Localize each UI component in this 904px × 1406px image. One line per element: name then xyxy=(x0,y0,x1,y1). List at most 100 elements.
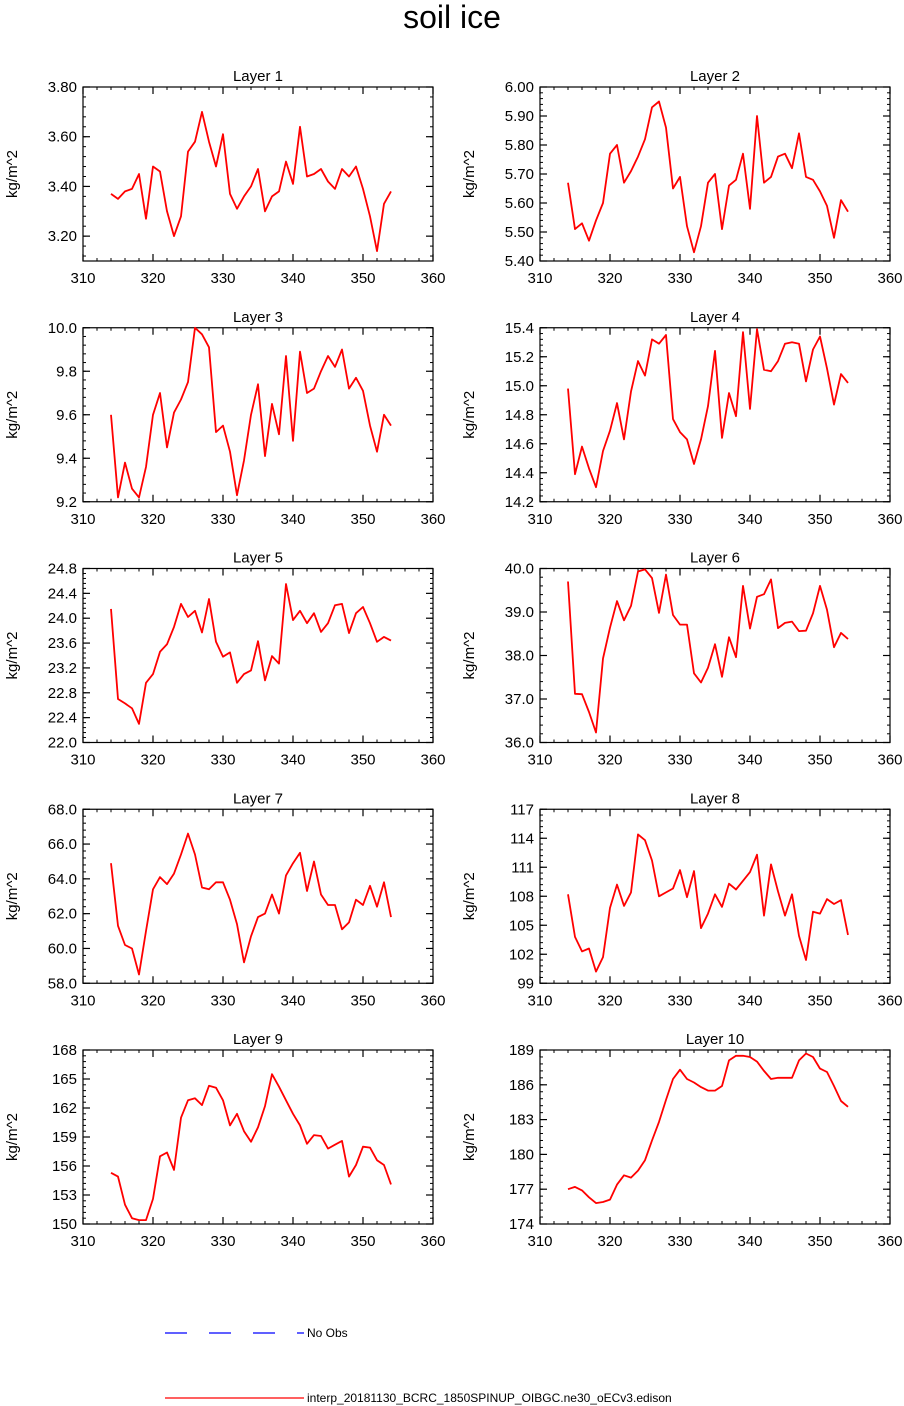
y-tick-label: 111 xyxy=(511,859,534,876)
y-tick-label: 14.8 xyxy=(505,407,534,424)
y-tick-label: 14.4 xyxy=(505,465,534,482)
x-tick-label: 320 xyxy=(140,270,165,287)
panel-title: Layer 4 xyxy=(690,309,740,326)
y-tick-label: 174 xyxy=(509,1216,534,1233)
x-tick-label: 310 xyxy=(527,1233,552,1250)
y-tick-label: 189 xyxy=(509,1042,534,1059)
legend: No Obs interp_20181130_BCRC_1850SPINUP_O… xyxy=(165,1326,672,1405)
x-tick-label: 320 xyxy=(140,992,165,1009)
x-tick-label: 320 xyxy=(140,511,165,528)
x-tick-label: 350 xyxy=(350,511,375,528)
layer-panel: 310 320 330 340 350 360 9.2 9.4 9.6 9.8 10.0 Layer … xyxy=(4,309,446,528)
series-line xyxy=(567,1052,849,1204)
y-tick-label: 9.2 xyxy=(56,494,77,511)
y-axis-label: kg/m^2 xyxy=(4,150,21,198)
x-tick-label: 340 xyxy=(737,511,762,528)
series-line xyxy=(567,328,849,489)
x-tick-label: 340 xyxy=(280,270,305,287)
y-tick-label: 66.0 xyxy=(48,836,77,853)
layer-panel: 310 320 330 340 350 360 174 177 180 183 186 189 Laye… xyxy=(461,1031,903,1250)
x-tick-label: 360 xyxy=(877,270,902,287)
x-tick-label: 310 xyxy=(527,270,552,287)
y-tick-label: 15.0 xyxy=(505,378,534,395)
y-tick-label: 3.60 xyxy=(48,129,77,146)
y-axis-label: kg/m^2 xyxy=(4,632,21,680)
x-tick-label: 350 xyxy=(350,270,375,287)
y-tick-label: 24.4 xyxy=(48,585,77,602)
y-tick-label: 165 xyxy=(52,1071,77,1088)
y-tick-label: 15.4 xyxy=(505,320,534,337)
x-tick-label: 320 xyxy=(597,992,622,1009)
y-tick-label: 9.6 xyxy=(56,407,77,424)
x-tick-label: 350 xyxy=(807,992,832,1009)
x-tick-label: 330 xyxy=(667,752,692,769)
plot-frame xyxy=(82,1049,434,1225)
x-tick-label: 360 xyxy=(420,992,445,1009)
y-tick-label: 6.00 xyxy=(505,79,534,96)
x-tick-label: 310 xyxy=(70,511,95,528)
layer-panel: 310 320 330 340 350 360 22.0 22.4 22.8 23.2 23.6 24… xyxy=(4,550,446,769)
panel-title: Layer 5 xyxy=(233,550,283,567)
y-tick-label: 22.4 xyxy=(48,710,77,727)
y-tick-label: 40.0 xyxy=(505,561,534,578)
layer-panel: 310 320 330 340 350 360 99 102 105 108 111 114 117 La… xyxy=(461,790,903,1009)
panel-title: Layer 3 xyxy=(233,309,283,326)
y-tick-label: 102 xyxy=(509,946,534,963)
x-tick-label: 350 xyxy=(807,511,832,528)
layer-panel: 310 320 330 340 350 360 3.20 3.40 3.60 3.80 Layer … xyxy=(4,68,446,287)
series-line xyxy=(567,833,849,973)
x-tick-label: 340 xyxy=(280,992,305,1009)
y-tick-label: 14.6 xyxy=(505,436,534,453)
y-tick-label: 37.0 xyxy=(505,691,534,708)
x-tick-label: 320 xyxy=(597,270,622,287)
plot-frame xyxy=(82,567,434,744)
panel-title: Layer 9 xyxy=(233,1031,283,1048)
y-axis-label: kg/m^2 xyxy=(461,1113,478,1161)
plot-frame xyxy=(539,1049,891,1225)
y-tick-label: 3.80 xyxy=(48,79,77,96)
y-tick-label: 108 xyxy=(509,888,534,905)
x-tick-label: 320 xyxy=(597,752,622,769)
y-axis-label: kg/m^2 xyxy=(461,632,478,680)
y-tick-label: 99 xyxy=(517,975,534,992)
y-tick-label: 64.0 xyxy=(48,871,77,888)
panel-title: Layer 2 xyxy=(690,68,740,85)
y-tick-label: 15.2 xyxy=(505,349,534,366)
y-tick-label: 105 xyxy=(509,917,534,934)
x-tick-label: 310 xyxy=(70,270,95,287)
y-tick-label: 36.0 xyxy=(505,735,534,752)
y-tick-label: 177 xyxy=(509,1181,534,1198)
y-tick-label: 3.40 xyxy=(48,178,77,195)
y-tick-label: 5.50 xyxy=(505,224,534,241)
x-tick-label: 360 xyxy=(877,752,902,769)
y-tick-label: 24.8 xyxy=(48,561,77,578)
x-tick-label: 340 xyxy=(737,752,762,769)
x-tick-label: 310 xyxy=(70,992,95,1009)
series-line xyxy=(567,100,849,254)
y-tick-label: 22.8 xyxy=(48,685,77,702)
plot-frame xyxy=(82,808,434,984)
panel-title: Layer 6 xyxy=(690,550,740,567)
x-tick-label: 320 xyxy=(597,511,622,528)
y-tick-label: 186 xyxy=(509,1077,534,1094)
y-tick-label: 168 xyxy=(52,1042,77,1059)
y-tick-label: 10.0 xyxy=(48,320,77,337)
figure-title: soil ice xyxy=(403,0,501,35)
y-tick-label: 23.6 xyxy=(48,635,77,652)
x-tick-label: 340 xyxy=(280,1233,305,1250)
x-tick-label: 360 xyxy=(420,511,445,528)
x-tick-label: 360 xyxy=(420,1233,445,1250)
panel-grid: 310 320 330 340 350 360 3.20 3.40 3.60 3.80 Layer … xyxy=(4,68,903,1250)
x-tick-label: 340 xyxy=(737,270,762,287)
x-tick-label: 350 xyxy=(350,1233,375,1250)
plot-frame xyxy=(82,86,434,262)
series-line xyxy=(110,583,392,725)
y-tick-label: 14.2 xyxy=(505,494,534,511)
x-tick-label: 360 xyxy=(420,270,445,287)
x-tick-label: 340 xyxy=(280,511,305,528)
series-line xyxy=(110,111,392,253)
x-tick-label: 340 xyxy=(737,1233,762,1250)
x-tick-label: 330 xyxy=(667,270,692,287)
layer-panel: 310 320 330 340 350 360 14.2 14.4 14.6 14.8 15.0 15… xyxy=(461,309,903,528)
